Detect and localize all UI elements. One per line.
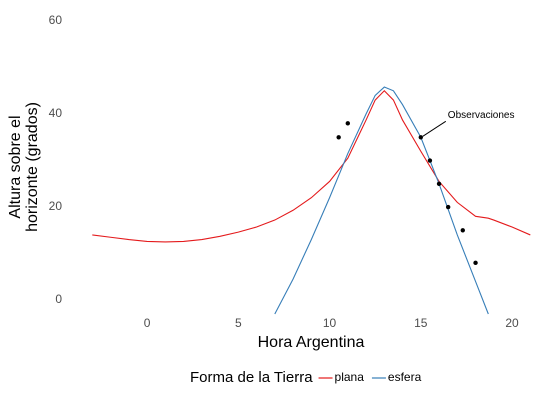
y-tick-label: 60 [49, 13, 63, 27]
y-tick-label: 0 [55, 292, 62, 306]
legend-label: esfera [388, 370, 422, 384]
observation-point [436, 181, 442, 186]
observation-point [427, 158, 433, 163]
observation-point [336, 135, 341, 140]
legend-title: Forma de la Tierra [190, 369, 313, 386]
y-tick-label: 40 [49, 106, 63, 120]
annotation: Observaciones [448, 110, 515, 121]
annotation-arrow [422, 120, 447, 137]
observation-point [473, 260, 478, 266]
legend-label: plana [335, 370, 365, 384]
x-tick-label: 0 [144, 316, 151, 330]
observation-point [445, 204, 451, 210]
x-axis-title: Hora Argentina [258, 334, 365, 351]
x-tick-label: 10 [323, 316, 337, 330]
x-tick-label: 15 [414, 316, 428, 330]
y-axis-title: Altura sobre el [7, 115, 24, 218]
y-axis-title: horizonte (grados) [24, 102, 41, 232]
observation-point [460, 228, 465, 233]
x-tick-label: 5 [235, 316, 242, 330]
line-plana [92, 89, 531, 243]
y-tick-label: 20 [49, 199, 63, 213]
observation-point [418, 135, 423, 140]
observation-point [345, 121, 350, 126]
x-tick-label: 20 [505, 316, 519, 330]
line-esfera [274, 86, 489, 315]
